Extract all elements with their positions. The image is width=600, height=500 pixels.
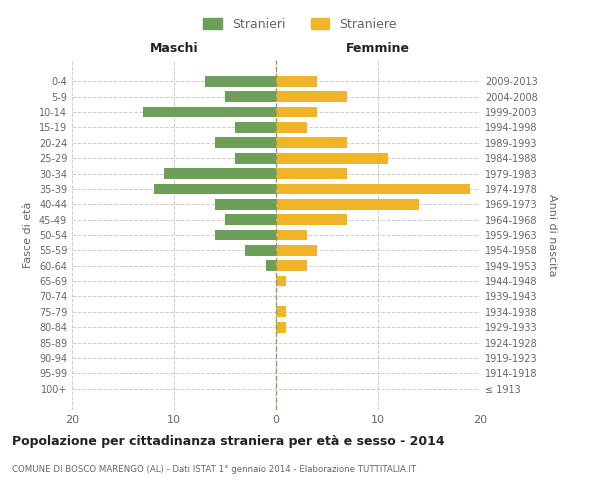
Y-axis label: Anni di nascita: Anni di nascita <box>547 194 557 276</box>
Bar <box>276 92 347 102</box>
Bar <box>164 168 276 179</box>
Bar <box>225 214 276 225</box>
Bar <box>205 76 276 86</box>
Bar <box>215 230 276 240</box>
Bar <box>276 138 347 148</box>
Text: Popolazione per cittadinanza straniera per età e sesso - 2014: Popolazione per cittadinanza straniera p… <box>12 435 445 448</box>
Bar <box>215 138 276 148</box>
Bar <box>276 260 307 271</box>
Bar <box>276 153 388 164</box>
Y-axis label: Fasce di età: Fasce di età <box>23 202 33 268</box>
Text: COMUNE DI BOSCO MARENGO (AL) - Dati ISTAT 1° gennaio 2014 - Elaborazione TUTTITA: COMUNE DI BOSCO MARENGO (AL) - Dati ISTA… <box>12 465 416 474</box>
Bar <box>276 168 347 179</box>
Bar <box>276 276 286 286</box>
Bar <box>276 322 286 332</box>
Bar <box>245 245 276 256</box>
Text: Femmine: Femmine <box>346 42 410 55</box>
Bar <box>235 122 276 133</box>
Bar <box>276 245 317 256</box>
Bar <box>276 214 347 225</box>
Bar <box>276 76 317 86</box>
Bar <box>215 199 276 209</box>
Bar <box>235 153 276 164</box>
Bar <box>276 122 307 133</box>
Bar <box>276 199 419 209</box>
Text: Maschi: Maschi <box>149 42 199 55</box>
Bar <box>276 106 317 118</box>
Bar <box>276 230 307 240</box>
Bar <box>276 184 470 194</box>
Bar <box>225 92 276 102</box>
Bar <box>154 184 276 194</box>
Bar <box>143 106 276 118</box>
Bar <box>276 306 286 317</box>
Bar <box>266 260 276 271</box>
Legend: Stranieri, Straniere: Stranieri, Straniere <box>197 11 403 37</box>
